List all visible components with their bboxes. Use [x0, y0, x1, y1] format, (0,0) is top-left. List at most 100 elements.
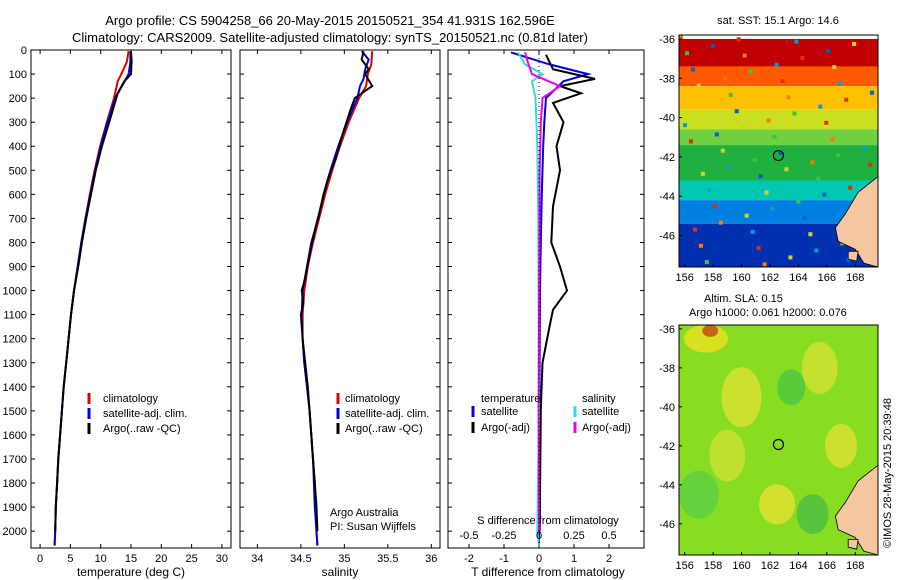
- x-tick-label: 35: [338, 553, 350, 565]
- sst-pixel: [848, 185, 853, 190]
- lat-tick-label: -38: [659, 73, 675, 85]
- x-tick-label: -2: [464, 553, 474, 565]
- sst-pixel: [870, 90, 875, 95]
- gSST-field: [679, 35, 878, 267]
- depth-tick-label: 1100: [3, 310, 27, 322]
- sst-pixel: [766, 118, 771, 123]
- x-tick-label: 34.5: [290, 553, 311, 565]
- sst-pixel: [876, 106, 878, 111]
- series-line-temperature-argo-adj-: [538, 54, 596, 532]
- sst-pixel: [734, 109, 739, 114]
- sla-anomaly: [721, 367, 762, 428]
- argo-australia-note: Argo Australia: [330, 507, 399, 519]
- sla-anomaly: [709, 429, 746, 482]
- t-difference-axis-label: T difference from climatology: [471, 565, 625, 579]
- sst-pixel: [706, 188, 711, 193]
- sst-pixel: [784, 167, 789, 172]
- sst-pixel: [740, 125, 745, 130]
- s-tick-label: 0.5: [601, 530, 616, 542]
- lon-tick-label: 166: [818, 272, 836, 284]
- sst-pixel: [700, 171, 705, 176]
- legend-label-sal-argo: Argo(-adj): [582, 422, 631, 434]
- sst-pixel: [802, 215, 807, 220]
- s-tick-label: -0.25: [491, 530, 516, 542]
- sst-pixel: [688, 139, 693, 144]
- sst-pixel: [722, 76, 727, 81]
- lat-tick-label: -46: [659, 519, 675, 531]
- lat-tick-label: -40: [659, 402, 675, 414]
- sst-pixel: [690, 67, 695, 72]
- sla-anomaly: [702, 325, 719, 337]
- depth-tick-label: 500: [9, 165, 27, 177]
- lat-tick-label: -44: [659, 480, 675, 492]
- lon-tick-label: 166: [818, 560, 836, 572]
- sst-map-title: sat. SST: 15.1 Argo: 14.6: [717, 15, 839, 27]
- sst-pixel: [762, 262, 767, 267]
- legend-label-argo: Argo(..raw -QC): [103, 423, 181, 435]
- depth-tick-label: 1900: [3, 502, 27, 514]
- sst-pixel: [816, 176, 821, 181]
- depth-tick-label: 1400: [3, 382, 27, 394]
- salinity-plot-frame: [239, 49, 441, 549]
- temperature-plot-frame: [30, 49, 232, 549]
- sst-pixel: [744, 213, 749, 218]
- sla-anomaly: [801, 341, 838, 394]
- sst-pixel: [692, 227, 697, 232]
- sst-pixel: [756, 246, 761, 251]
- gSLA-frame: [678, 324, 879, 556]
- x-tick-label: 0: [536, 553, 542, 565]
- series-line-argo-raw-qc-: [299, 50, 374, 532]
- lon-tick-label: 158: [704, 560, 722, 572]
- x-tick-label: 15: [125, 553, 137, 565]
- lat-tick-label: -36: [659, 34, 675, 46]
- sst-pixel: [794, 39, 799, 44]
- depth-tick-label: 1500: [3, 406, 27, 418]
- sst-pixel: [682, 123, 687, 128]
- sla-map-title-line1: Altim. SLA: 0.15: [704, 293, 783, 305]
- depth-tick-label: 300: [9, 117, 27, 129]
- sst-pixel: [736, 37, 741, 42]
- salinity-plot: 34 34.5 35 35.5 36: [240, 49, 440, 565]
- legend-title-temperature: temperature: [481, 393, 540, 405]
- depth-tick-label: 1600: [3, 430, 27, 442]
- difference-plot-frame: [447, 49, 645, 549]
- sst-pixel: [846, 257, 851, 262]
- sst-pixel: [852, 41, 857, 46]
- sst-pixel: [868, 162, 873, 167]
- depth-tick-label: 1000: [3, 286, 27, 298]
- sst-band: [679, 180, 878, 201]
- depth-tick-label: 700: [9, 213, 27, 225]
- lat-tick-label: -46: [659, 231, 675, 243]
- figure-title-line1: Argo profile: CS 5904258_66 20-May-2015 …: [105, 13, 555, 28]
- lat-tick-label: -44: [659, 191, 675, 203]
- sla-anomaly: [759, 484, 796, 525]
- gSST-frame: [678, 34, 879, 268]
- salinity-axis-label: salinity: [322, 565, 359, 579]
- lon-tick-label: 158: [704, 272, 722, 284]
- sst-pixel: [679, 35, 683, 39]
- sst-pixel: [758, 174, 763, 179]
- stewart-island-land: [847, 539, 859, 550]
- x-tick-label: 10: [95, 553, 107, 565]
- sla-anomaly: [777, 369, 806, 406]
- depth-tick-label: 900: [9, 262, 27, 274]
- depth-tick-label: 200: [9, 93, 27, 105]
- legend-label-satellite: satellite-adj. clim.: [345, 408, 429, 420]
- sst-pixel: [832, 65, 837, 70]
- depth-tick-label: 1700: [3, 454, 27, 466]
- lat-tick-label: -38: [659, 363, 675, 375]
- lon-tick-label: 160: [732, 272, 750, 284]
- legend-label-satellite: satellite-adj. clim.: [103, 408, 187, 420]
- sst-pixel: [718, 220, 723, 225]
- new-zealand-land: [834, 176, 878, 267]
- x-tick-label: 1: [571, 553, 577, 565]
- lat-tick-label: -42: [659, 441, 675, 453]
- depth-tick-label: 1800: [3, 478, 27, 490]
- legend-label-climatology: climatology: [103, 393, 159, 405]
- lon-tick-label: 160: [732, 560, 750, 572]
- depth-tick-label: 1300: [3, 358, 27, 370]
- sst-pixel: [822, 192, 827, 197]
- sst-pixel: [728, 93, 733, 97]
- legend-label-sal-satellite: satellite: [582, 406, 619, 418]
- x-tick-label: 34: [251, 553, 263, 565]
